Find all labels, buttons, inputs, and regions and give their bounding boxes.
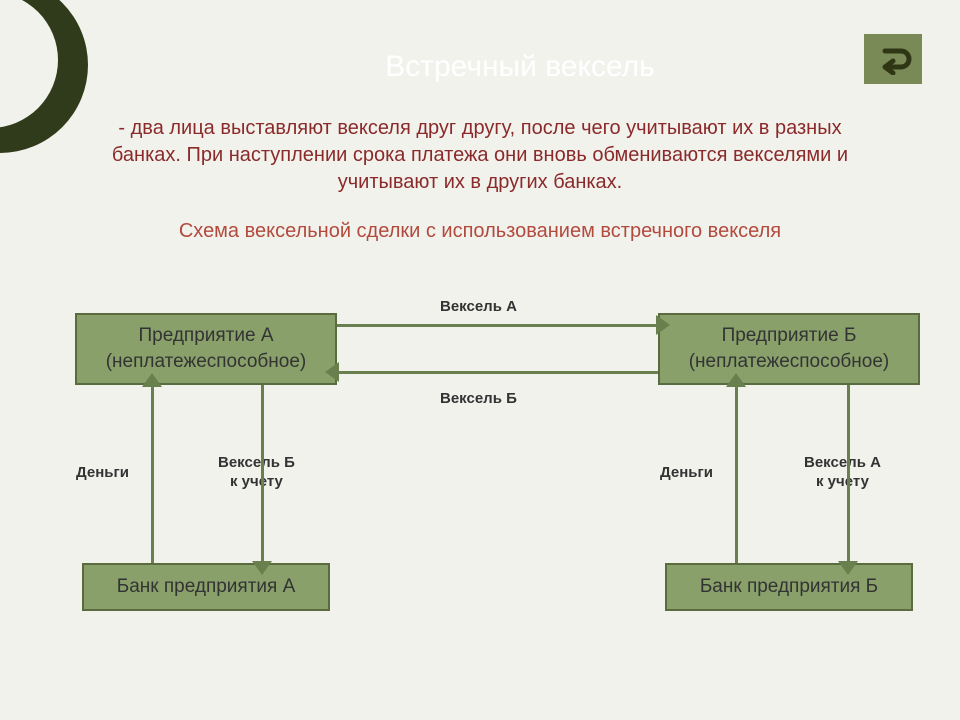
slide-title: Встречный вексель xyxy=(170,50,870,84)
slide: Встречный вексель - два лица выставляют … xyxy=(0,0,960,720)
edge-label-billB-acct: Вексель Б к учету xyxy=(218,454,295,492)
node-label: Банк предприятия А xyxy=(117,574,296,600)
edge-label-billA-acct: Вексель А к учету xyxy=(804,454,881,492)
node-label: Предприятие Б xyxy=(722,323,857,349)
u-turn-icon xyxy=(873,43,913,75)
edge-label-line: Вексель Б xyxy=(218,454,295,471)
edge-label-line: Вексель А xyxy=(804,454,881,471)
node-enterprise-a: Предприятие А (неплатежеспособное) xyxy=(75,313,337,385)
scheme-title: Схема вексельной сделки с использованием… xyxy=(130,220,830,243)
edge-label-money-b: Деньги xyxy=(660,464,713,483)
node-label: Банк предприятия Б xyxy=(700,574,878,600)
node-bank-a: Банк предприятия А xyxy=(82,563,330,611)
edge-label-money-a: Деньги xyxy=(76,464,129,483)
slide-description: - два лица выставляют векселя друг другу… xyxy=(110,115,850,196)
back-button[interactable] xyxy=(864,34,922,84)
edge-label-line: к учету xyxy=(230,473,283,490)
edge-label-line: к учету xyxy=(816,473,869,490)
node-label: (неплатежеспособное) xyxy=(689,349,890,375)
node-bank-b: Банк предприятия Б xyxy=(665,563,913,611)
edge-label-bill-a: Вексель А xyxy=(440,298,517,317)
node-label: (неплатежеспособное) xyxy=(106,349,307,375)
node-label: Предприятие А xyxy=(138,323,273,349)
edge-label-bill-b: Вексель Б xyxy=(440,390,517,409)
node-enterprise-b: Предприятие Б (неплатежеспособное) xyxy=(658,313,920,385)
